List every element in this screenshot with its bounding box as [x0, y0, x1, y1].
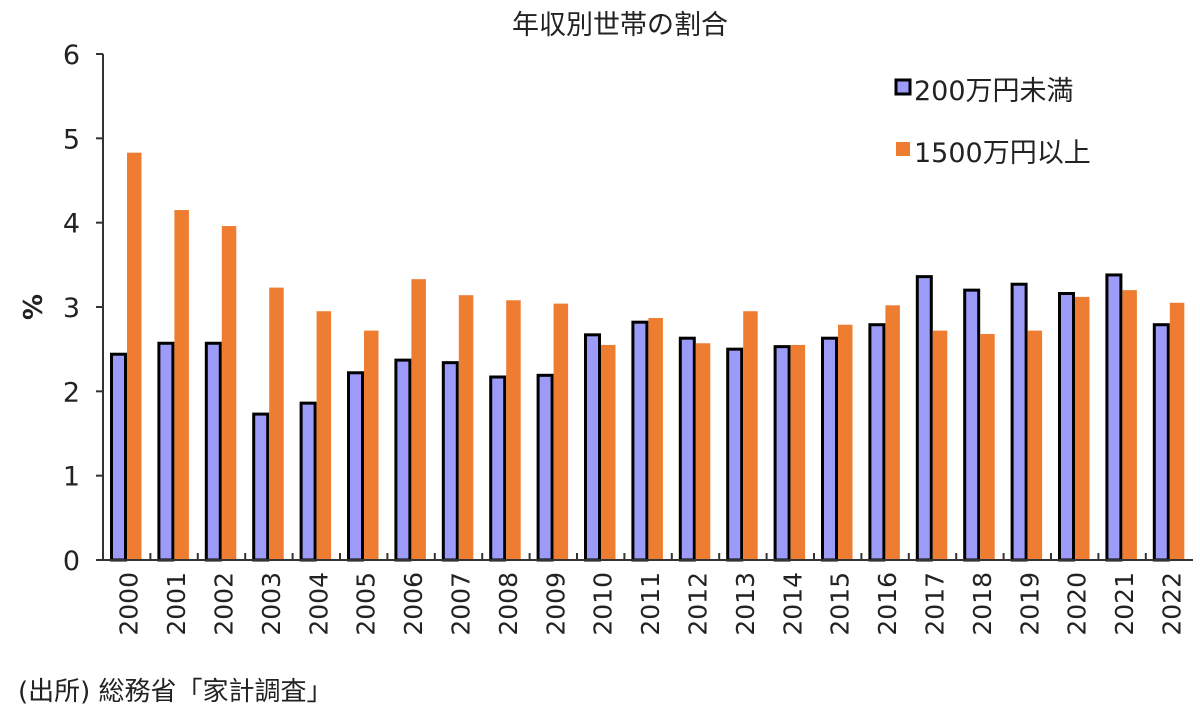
bar-series-1-2022 — [1152, 323, 1170, 562]
y-tick-label: 0 — [63, 546, 80, 577]
y-tick-label: 1 — [63, 462, 80, 493]
chart-title: 年収別世帯の割合 — [512, 10, 728, 41]
bar-series-1-2018 — [963, 288, 981, 562]
bar-series-1-2007 — [441, 361, 459, 562]
x-tick-label: 2008 — [494, 572, 523, 636]
bar-series-1-2016 — [868, 323, 886, 562]
bar-series-1-2015 — [821, 336, 838, 562]
bar-series-2-2001 — [174, 210, 189, 560]
bar-series-2-2008 — [506, 300, 521, 560]
bar-series-1-2009 — [536, 373, 554, 562]
x-tick-label: 2018 — [968, 572, 997, 636]
x-tick-label: 2004 — [304, 572, 333, 636]
x-tick-label: 2012 — [684, 572, 713, 636]
bar-series-2-2021 — [1122, 290, 1137, 560]
bar-series-2-2000 — [127, 152, 142, 561]
x-tick-label: 2020 — [1063, 572, 1092, 636]
x-tick-label: 2013 — [731, 572, 760, 636]
bar-series-1-2006 — [394, 358, 412, 562]
x-tick-label: 2000 — [115, 572, 144, 636]
y-tick-label: 6 — [63, 40, 80, 71]
bar-series-2-2017 — [932, 330, 948, 560]
bar-series-2-2009 — [553, 303, 569, 560]
bar-series-1-2017 — [915, 275, 933, 562]
legend-label-series-1: 200万円未満 — [914, 76, 1074, 107]
bar-series-2-2006 — [411, 279, 426, 560]
bar-series-2-2018 — [980, 333, 995, 560]
bar-series-2-2020 — [1075, 296, 1090, 560]
bar-series-2-2002 — [221, 226, 237, 561]
x-tick-label: 2014 — [778, 572, 807, 636]
bar-series-1-2005 — [347, 371, 364, 562]
y-tick-label: 3 — [63, 293, 80, 324]
x-tick-label: 2005 — [352, 572, 381, 636]
x-tick-label: 2010 — [589, 572, 618, 636]
x-tick-label: 2006 — [399, 572, 428, 636]
bar-series-1-2000 — [110, 352, 127, 562]
x-tick-label: 2002 — [210, 572, 239, 636]
x-tick-label: 2007 — [447, 572, 476, 636]
bar-series-2-2011 — [648, 317, 663, 560]
bar-series-2-2016 — [885, 305, 900, 560]
y-tick-label: 2 — [63, 377, 80, 408]
legend-label-series-2: 1500万円以上 — [914, 138, 1091, 169]
legend: 200万円未満 1500万円以上 — [894, 76, 1091, 169]
x-tick-label: 2021 — [1110, 572, 1139, 636]
y-tick-label: 5 — [63, 124, 80, 155]
x-tick-label: 2017 — [921, 572, 950, 636]
x-tick-label: 2016 — [873, 572, 902, 636]
y-tick-label: 4 — [63, 209, 80, 240]
bar-series-1-2021 — [1105, 273, 1123, 562]
x-tick-label: 2022 — [1158, 572, 1187, 636]
bar-series-1-2020 — [1058, 292, 1075, 562]
bar-series-2-2022 — [1169, 302, 1185, 560]
x-tick-label: 2011 — [636, 572, 665, 636]
bar-series-2-2019 — [1027, 330, 1043, 560]
legend-swatch-series-2 — [896, 142, 910, 156]
bar-series-1-2008 — [489, 375, 507, 562]
bar-series-2-2003 — [269, 287, 284, 560]
bar-series-1-2004 — [299, 401, 317, 562]
x-tick-label: 2015 — [826, 572, 855, 636]
bar-series-1-2003 — [252, 412, 270, 562]
bar-series-2-2010 — [601, 344, 616, 560]
bar-series-1-2012 — [678, 336, 696, 562]
bar-series-2-2013 — [743, 311, 758, 560]
bar-series-2-2012 — [695, 343, 711, 560]
x-tick-label: 2001 — [162, 572, 191, 636]
x-tick-label: 2019 — [1015, 572, 1044, 636]
x-tick-label: 2009 — [541, 572, 570, 636]
bar-series-2-2015 — [838, 324, 853, 560]
bar-series-1-2002 — [204, 341, 222, 562]
bar-series-1-2011 — [631, 320, 649, 562]
bar-series-2-2004 — [316, 311, 332, 560]
y-axis-label: % — [19, 294, 49, 320]
bar-series-1-2013 — [726, 347, 744, 562]
x-tick-label: 2003 — [257, 572, 286, 636]
bar-series-2-2014 — [790, 344, 806, 560]
legend-swatch-series-1 — [894, 78, 912, 96]
bar-series-2-2007 — [458, 295, 474, 560]
bar-series-2-2005 — [364, 330, 379, 560]
source-note: (出所) 総務省「家計調査」 — [18, 677, 333, 707]
bar-series-1-2010 — [584, 333, 601, 562]
bar-series-1-2014 — [773, 345, 791, 562]
bar-series-1-2001 — [157, 341, 175, 562]
bar-series-1-2019 — [1010, 282, 1028, 562]
